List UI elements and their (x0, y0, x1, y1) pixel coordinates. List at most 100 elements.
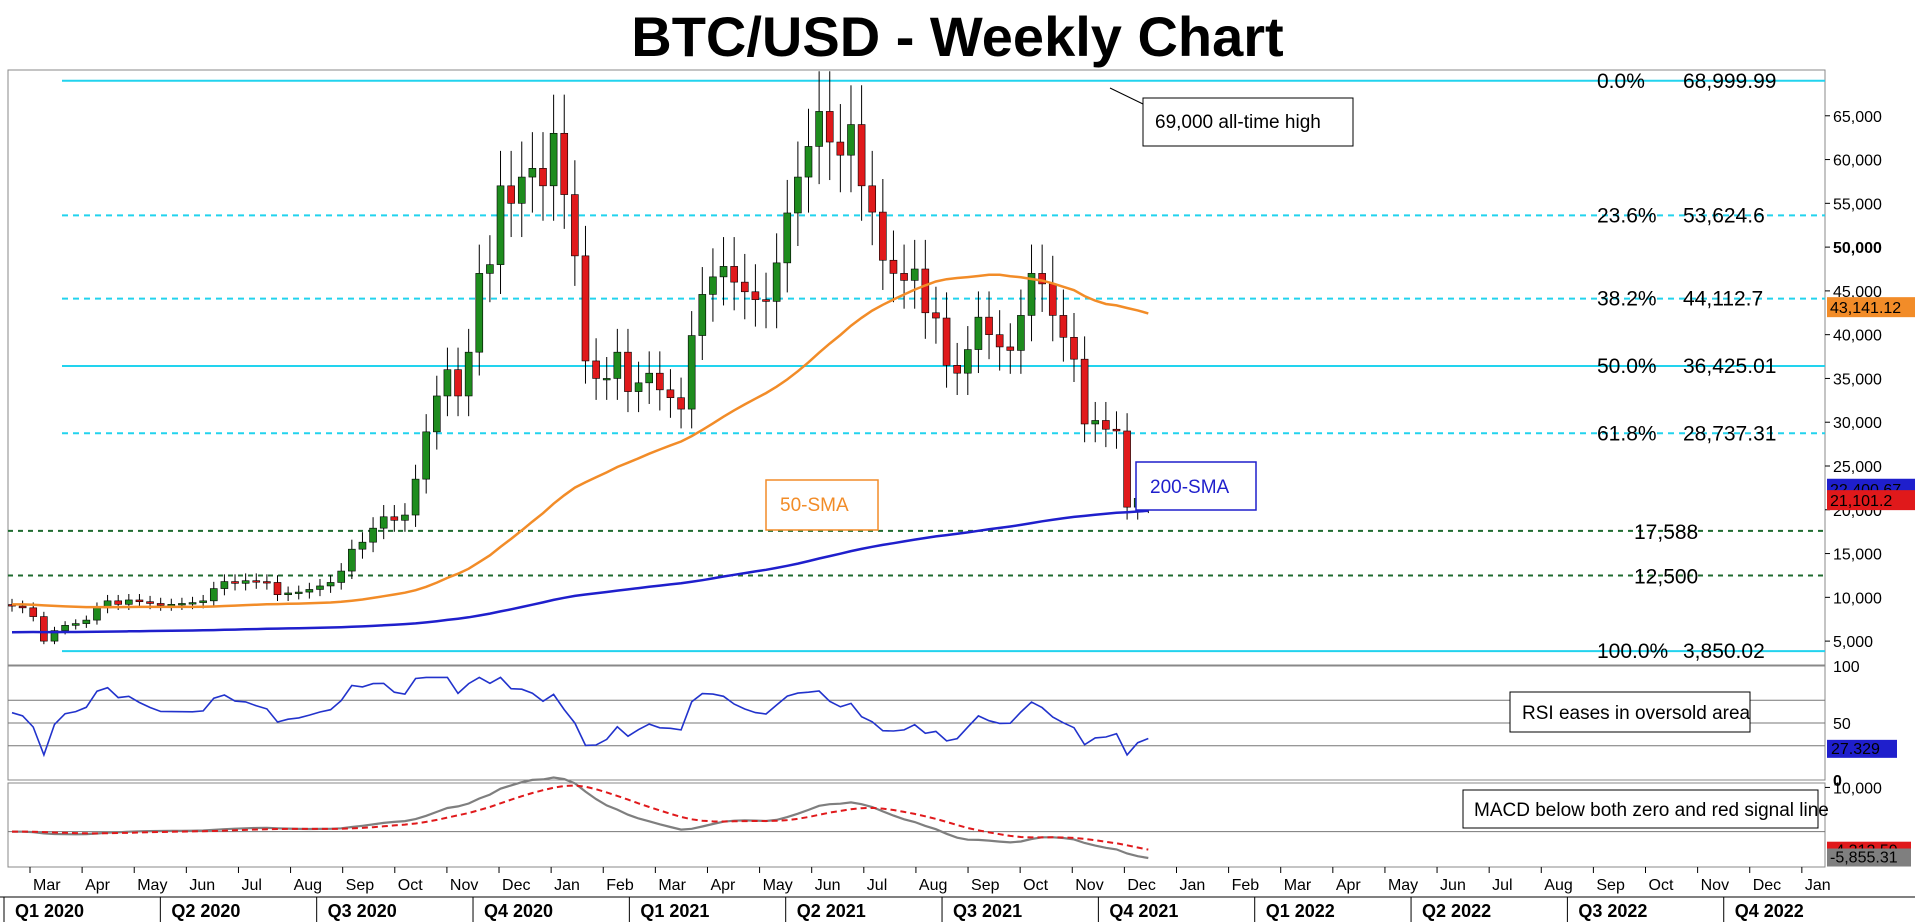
price-tick-label: 45,000 (1833, 284, 1882, 301)
candle-body (1091, 420, 1100, 425)
candle-body (624, 351, 632, 392)
candle-body (422, 431, 430, 480)
candle-body (942, 317, 951, 366)
sma200-annotation-text: 200-SMA (1150, 477, 1230, 498)
macd-panel-frame (7, 782, 1826, 868)
x-month-label: May (763, 877, 793, 894)
candle-body (443, 369, 452, 397)
x-month-label: Jul (1492, 877, 1512, 894)
x-month-label: Nov (1075, 877, 1103, 894)
x-quarter-label: Q4 2021 (1109, 901, 1178, 921)
candle-body (709, 276, 717, 295)
candle-body (645, 372, 654, 384)
candle-body (539, 168, 547, 187)
fib-level-value: 28,737.31 (1683, 422, 1776, 445)
candle-body (794, 176, 802, 214)
x-quarter-label: Q1 2022 (1266, 901, 1335, 921)
x-month-label: Nov (1701, 877, 1729, 894)
x-quarter-label: Q4 2020 (484, 901, 553, 921)
candle-body (751, 291, 760, 300)
candle-body (602, 378, 611, 381)
candle-body (634, 382, 643, 392)
x-month-label: May (137, 877, 167, 894)
x-month-label: Mar (1284, 877, 1312, 894)
fib-level-value: 53,624.6 (1683, 204, 1765, 227)
x-month-label: Oct (398, 877, 423, 894)
x-quarter-label: Q1 2020 (15, 901, 84, 921)
x-quarter-label: Q3 2021 (953, 901, 1022, 921)
candle-body (571, 194, 579, 257)
candle-body (932, 312, 940, 319)
x-month-label: Dec (502, 877, 530, 894)
candle-body (783, 212, 792, 264)
x-month-label: Jul (867, 877, 887, 894)
candle-body (486, 264, 494, 274)
candle-body (464, 351, 473, 397)
macd-tick-label: 10,000 (1833, 780, 1882, 797)
candle-body (910, 268, 919, 281)
candle-body (50, 630, 59, 642)
x-quarter-label: Q3 2020 (328, 901, 397, 921)
ath-annotation-box (1142, 97, 1354, 147)
x-month-label: Sep (1596, 877, 1625, 894)
candle-body (528, 168, 537, 178)
price-tag-box (1827, 490, 1915, 511)
candle-body (889, 259, 898, 274)
candle-body (348, 548, 356, 572)
candle-body (995, 334, 1004, 348)
candle-body (390, 516, 399, 521)
candle-body (772, 262, 781, 302)
fib-level-pct: 61.8% (1597, 422, 1657, 445)
candle-body (1112, 428, 1121, 432)
candle-body (231, 581, 239, 584)
rsi-line (11, 676, 1149, 758)
fib-level-pct: 100.0% (1597, 640, 1668, 663)
candle-body (868, 185, 877, 213)
candle-body (985, 316, 993, 335)
price-tick-label: 15,000 (1833, 547, 1882, 564)
candle-body (411, 478, 420, 516)
macd-annotation-box (1462, 789, 1819, 829)
fib-level-pct: 50.0% (1597, 355, 1657, 378)
x-quarter-label: Q2 2021 (797, 901, 866, 921)
rsi-tag-label: 27.329 (1831, 741, 1880, 758)
x-month-label: Aug (1544, 877, 1572, 894)
candle-body (613, 351, 622, 379)
x-quarter-label: Q4 2022 (1735, 901, 1804, 921)
candle-body (815, 111, 823, 147)
candle-body (963, 349, 972, 374)
candle-body (167, 604, 176, 607)
candle-body (156, 603, 165, 606)
macd-tag-label: -5,855.31 (1830, 850, 1898, 867)
price-tick-label: 25,000 (1833, 459, 1882, 476)
sma200-annotation-box (1135, 461, 1257, 511)
candle-body (61, 625, 69, 631)
macd-annotation-text: MACD below both zero and red signal line (1474, 800, 1829, 821)
x-month-label: Apr (710, 877, 736, 894)
candle-body (804, 146, 813, 178)
candle-body (900, 273, 908, 281)
candle-body (252, 580, 261, 583)
fib-level-value: 44,112.7 (1683, 288, 1763, 311)
candle-body (326, 582, 335, 587)
candle-body (337, 570, 346, 583)
macd-tag-box (1827, 848, 1911, 867)
x-month-label: Jan (554, 877, 580, 894)
candle-body (29, 607, 38, 617)
x-quarter-label: Q2 2022 (1422, 901, 1491, 921)
candle-body (1006, 346, 1015, 351)
x-quarter-label: Q3 2022 (1578, 901, 1647, 921)
candle-body (1070, 336, 1078, 360)
fib-level-pct: 23.6% (1597, 204, 1657, 227)
x-month-label: Mar (658, 877, 686, 894)
candle-body (496, 185, 505, 265)
rsi-annotation-text: RSI eases in oversold area (1522, 703, 1751, 724)
candle-body (284, 592, 292, 596)
price-tick-label: 40,000 (1833, 328, 1882, 345)
candle-body (592, 360, 600, 379)
x-month-label: Mar (33, 877, 61, 894)
candle-body (879, 211, 887, 261)
x-month-label: Feb (606, 877, 634, 894)
candle-body (687, 335, 696, 410)
